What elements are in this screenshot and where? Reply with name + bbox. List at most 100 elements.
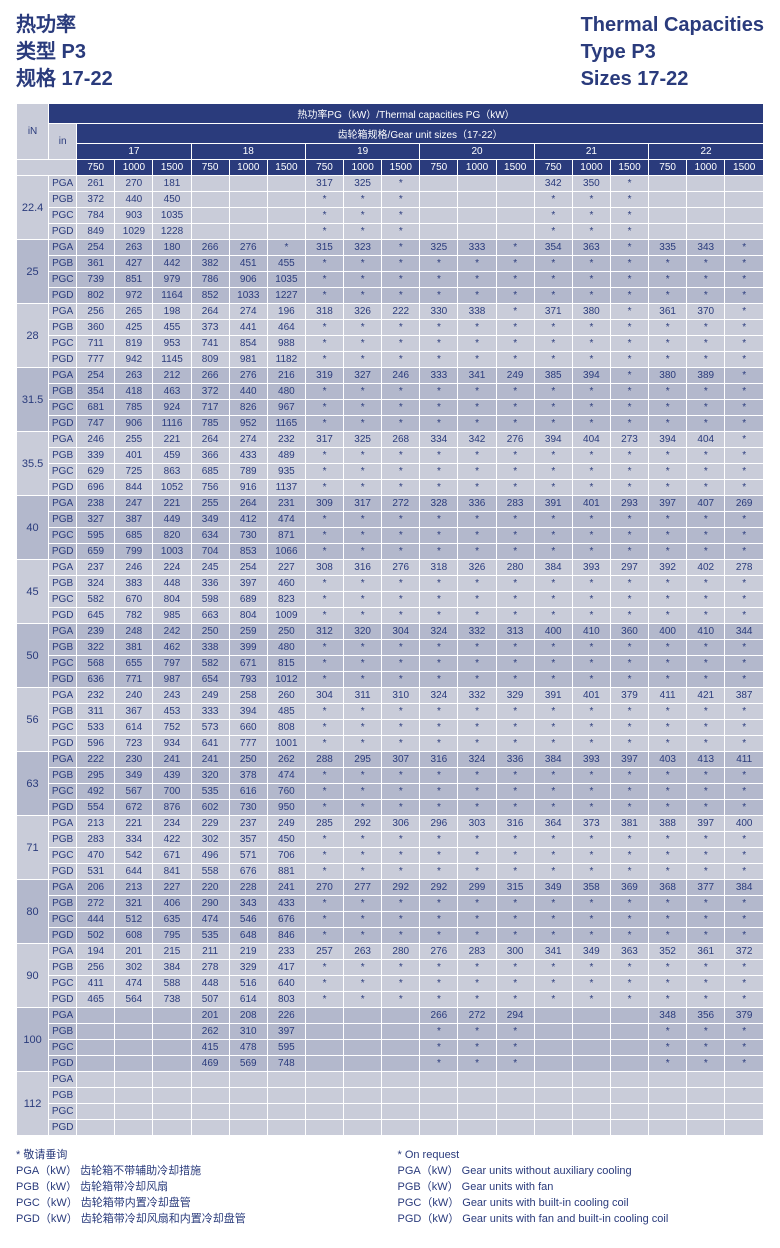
cell-value: * xyxy=(496,736,534,752)
cell-value: 953 xyxy=(153,336,191,352)
cell-value xyxy=(115,1072,153,1088)
cell-value: * xyxy=(534,592,572,608)
cell-value: 444 xyxy=(77,912,115,928)
cell-value: * xyxy=(496,448,534,464)
cell-value xyxy=(496,192,534,208)
cell-value: 852 xyxy=(191,288,229,304)
cell-value: * xyxy=(534,352,572,368)
cell-value: * xyxy=(534,384,572,400)
cell-value: 196 xyxy=(267,304,305,320)
cell-value: 422 xyxy=(153,832,191,848)
cell-value: 296 xyxy=(420,816,458,832)
cell-value: * xyxy=(458,256,496,272)
cell-value: 276 xyxy=(382,560,420,576)
cell-value: 348 xyxy=(649,1008,687,1024)
cell-value xyxy=(572,1056,610,1072)
cell-value: * xyxy=(344,352,382,368)
cell-value: 841 xyxy=(153,864,191,880)
cell-value: 641 xyxy=(191,736,229,752)
cell-value xyxy=(687,1072,725,1088)
table-row: PGD77794211458099811182************ xyxy=(17,352,764,368)
table-row: PGB xyxy=(17,1088,764,1104)
cell-value: 363 xyxy=(610,944,648,960)
cell-value: 317 xyxy=(344,496,382,512)
cell-value: * xyxy=(420,384,458,400)
th-size: 17 xyxy=(77,144,191,160)
cell-value: 272 xyxy=(382,496,420,512)
cell-value: 803 xyxy=(267,992,305,1008)
cell-value: 546 xyxy=(229,912,267,928)
cell-value: 302 xyxy=(191,832,229,848)
cell-value: 785 xyxy=(115,400,153,416)
cell-value: 1035 xyxy=(153,208,191,224)
cell-value xyxy=(382,1072,420,1088)
cell-value xyxy=(153,1056,191,1072)
cell-value: * xyxy=(534,960,572,976)
cell-value: * xyxy=(458,960,496,976)
th-size: 22 xyxy=(649,144,764,160)
cell-value: 808 xyxy=(267,720,305,736)
cell-value: * xyxy=(305,848,343,864)
cell-value xyxy=(344,1120,382,1136)
cell-value: * xyxy=(572,592,610,608)
cell-value xyxy=(344,1024,382,1040)
cell-value xyxy=(77,1040,115,1056)
cell-value: * xyxy=(496,464,534,480)
cell-value xyxy=(572,1024,610,1040)
cell-value: * xyxy=(649,784,687,800)
cell-value: * xyxy=(458,832,496,848)
cell-value xyxy=(229,224,267,240)
cell-value: 489 xyxy=(267,448,305,464)
cell-value: * xyxy=(382,864,420,880)
cell-value: 237 xyxy=(229,816,267,832)
cell-value: * xyxy=(420,352,458,368)
cell-value: 256 xyxy=(77,960,115,976)
cell-value: * xyxy=(649,512,687,528)
cell-ptype: PGC xyxy=(49,656,77,672)
cell-value: * xyxy=(725,512,764,528)
cell-value: 659 xyxy=(77,544,115,560)
cell-value: 320 xyxy=(344,624,382,640)
cell-value: * xyxy=(649,400,687,416)
cell-value: 942 xyxy=(115,352,153,368)
cell-ptype: PGA xyxy=(49,176,77,192)
cell-value: * xyxy=(610,576,648,592)
cell-value: 226 xyxy=(267,1008,305,1024)
cell-value: 614 xyxy=(115,720,153,736)
cell-ptype: PGB xyxy=(49,576,77,592)
cell-value: 250 xyxy=(229,752,267,768)
cell-value: 338 xyxy=(458,304,496,320)
cell-value: * xyxy=(496,272,534,288)
cell-value: 417 xyxy=(267,960,305,976)
cell-value: 1035 xyxy=(267,272,305,288)
cell-value: 730 xyxy=(229,528,267,544)
cell-value xyxy=(572,1088,610,1104)
cell-value: * xyxy=(725,832,764,848)
cell-value xyxy=(725,1072,764,1088)
cell-value: * xyxy=(610,976,648,992)
cell-value: * xyxy=(382,288,420,304)
cell-value: 243 xyxy=(153,688,191,704)
table-row: PGC470542671496571706************ xyxy=(17,848,764,864)
cell-value: * xyxy=(610,800,648,816)
cell-value: 272 xyxy=(458,1008,496,1024)
cell-value: 449 xyxy=(153,512,191,528)
cell-value: 326 xyxy=(344,304,382,320)
cell-value: 213 xyxy=(115,880,153,896)
cell-value: 312 xyxy=(305,624,343,640)
cell-value: * xyxy=(649,528,687,544)
cell-value: 385 xyxy=(534,368,572,384)
cell-value: * xyxy=(649,896,687,912)
cell-value: 328 xyxy=(420,496,458,512)
cell-in: 112 xyxy=(17,1072,49,1136)
footer: * 敬请垂询PGA（kW） 齿轮箱不带辅助冷却措施PGB（kW） 齿轮箱带冷却风… xyxy=(16,1148,764,1228)
cell-ptype: PGC xyxy=(49,976,77,992)
cell-value: 717 xyxy=(191,400,229,416)
table-row: PGD554672876602730950************ xyxy=(17,800,764,816)
cell-value: 297 xyxy=(610,560,648,576)
cell-ptype: PGA xyxy=(49,432,77,448)
th-sizes-row: 171819202122 xyxy=(17,144,764,160)
cell-value: * xyxy=(420,976,458,992)
cell-value: * xyxy=(687,656,725,672)
cell-ptype: PGA xyxy=(49,624,77,640)
